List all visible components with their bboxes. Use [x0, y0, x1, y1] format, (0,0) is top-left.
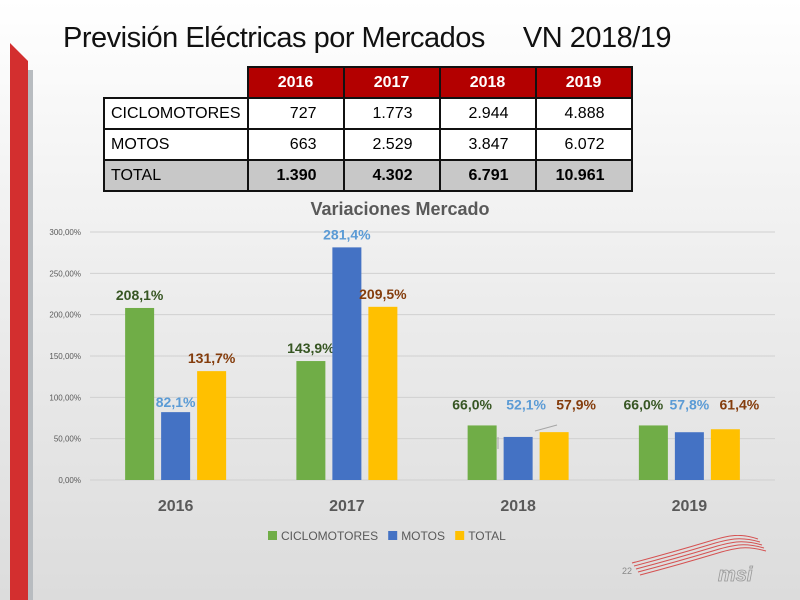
row-label: CICLOMOTORES [103, 97, 249, 130]
table-cell: 1.773 [342, 97, 441, 130]
data-label: 57,9% [556, 396, 596, 412]
y-tick-label: 100,00% [49, 393, 81, 402]
data-label: 61,4% [720, 396, 760, 412]
y-tick-label: 0,00% [58, 476, 81, 485]
bar-total-2017 [368, 306, 398, 480]
bar-total-2019 [710, 429, 740, 480]
y-tick-label: 200,00% [49, 311, 81, 320]
data-label: 82,1% [156, 394, 196, 410]
legend-swatch-total [455, 531, 465, 540]
table-cell: 2.944 [438, 97, 537, 130]
table-cell: 4.302 [342, 159, 441, 192]
x-category-label: 2017 [329, 498, 365, 515]
page-number: 22 [622, 566, 633, 576]
y-tick-label: 150,00% [49, 352, 81, 361]
data-label: 57,8% [670, 396, 710, 412]
table-header: 2017 [342, 66, 441, 99]
legend-label: MOTOS [401, 529, 445, 543]
bar-ciclomotores-2017 [296, 361, 326, 480]
bar-ciclomotores-2019 [638, 425, 668, 480]
table-header: 2018 [438, 66, 537, 99]
table-corner [104, 67, 248, 98]
bar-chart: Variaciones Mercado 0,00% 50,00% 100,00% 150… [49, 199, 775, 543]
logo-text: msi [718, 564, 753, 585]
forecast-table: 2016 2017 2018 2019 CICLOMOTORES 727 1.7… [103, 66, 633, 192]
decorative-bar-shadow [28, 70, 33, 600]
data-label: 66,0% [624, 396, 664, 412]
table-cell: 663 [246, 128, 345, 161]
title-subtitle: VN 2018/19 [522, 22, 672, 54]
title-text: Previsión Eléctricas por Mercados [63, 22, 485, 54]
msi-logo: msi [631, 535, 767, 585]
decorative-red-bar [10, 43, 28, 600]
table-cell: 4.888 [534, 97, 633, 130]
bar-total-2018 [539, 432, 569, 480]
table-header-row: 2016 2017 2018 2019 [104, 66, 633, 99]
row-label: MOTOS [103, 128, 249, 161]
data-label: 209,5% [359, 286, 407, 302]
legend-label: TOTAL [468, 529, 506, 543]
legend-swatch-motos [388, 531, 398, 540]
table-cell: 727 [246, 97, 345, 130]
table-cell: 6.072 [534, 128, 633, 161]
table-row: MOTOS 663 2.529 3.847 6.072 [103, 128, 633, 161]
x-category-label: 2018 [500, 498, 536, 515]
y-tick-label: 50,00% [54, 435, 81, 444]
y-tick-label: 300,00% [49, 228, 81, 237]
bar-total-2016 [197, 371, 227, 480]
data-label: 281,4% [323, 226, 371, 242]
bar-motos-2016 [161, 412, 191, 480]
table-cell: 6.791 [438, 159, 537, 192]
table-cell: 10.961 [534, 159, 633, 192]
bar-motos-2019 [674, 432, 704, 480]
row-label: TOTAL [103, 159, 249, 192]
table-row: CICLOMOTORES 727 1.773 2.944 4.888 [103, 97, 633, 130]
page-title: Previsión Eléctricas por Mercados VN 2018… [63, 22, 672, 55]
table-row-total: TOTAL 1.390 4.302 6.791 10.961 [103, 159, 633, 192]
data-label: 52,1% [506, 396, 546, 412]
legend-label: CICLOMOTORES [281, 529, 378, 543]
table-cell: 2.529 [342, 128, 441, 161]
table-cell: 1.390 [246, 159, 345, 192]
y-tick-label: 250,00% [49, 269, 81, 278]
x-category-label: 2016 [158, 498, 194, 515]
data-label: 131,7% [188, 350, 236, 366]
legend-swatch-ciclomotores [268, 531, 277, 540]
chart-title: Variaciones Mercado [310, 199, 489, 219]
table-header: 2019 [534, 66, 633, 99]
table-header: 2016 [246, 66, 345, 99]
x-category-label: 2019 [672, 498, 708, 515]
leader-line [534, 424, 558, 432]
data-label: 66,0% [452, 396, 492, 412]
bar-motos-2018 [503, 436, 533, 480]
data-label: 143,9% [287, 340, 335, 356]
bar-ciclomotores-2018 [467, 425, 497, 480]
table-cell: 3.847 [438, 128, 537, 161]
bar-ciclomotores-2016 [125, 307, 155, 480]
bar-motos-2017 [332, 247, 362, 480]
data-label: 208,1% [116, 287, 164, 303]
